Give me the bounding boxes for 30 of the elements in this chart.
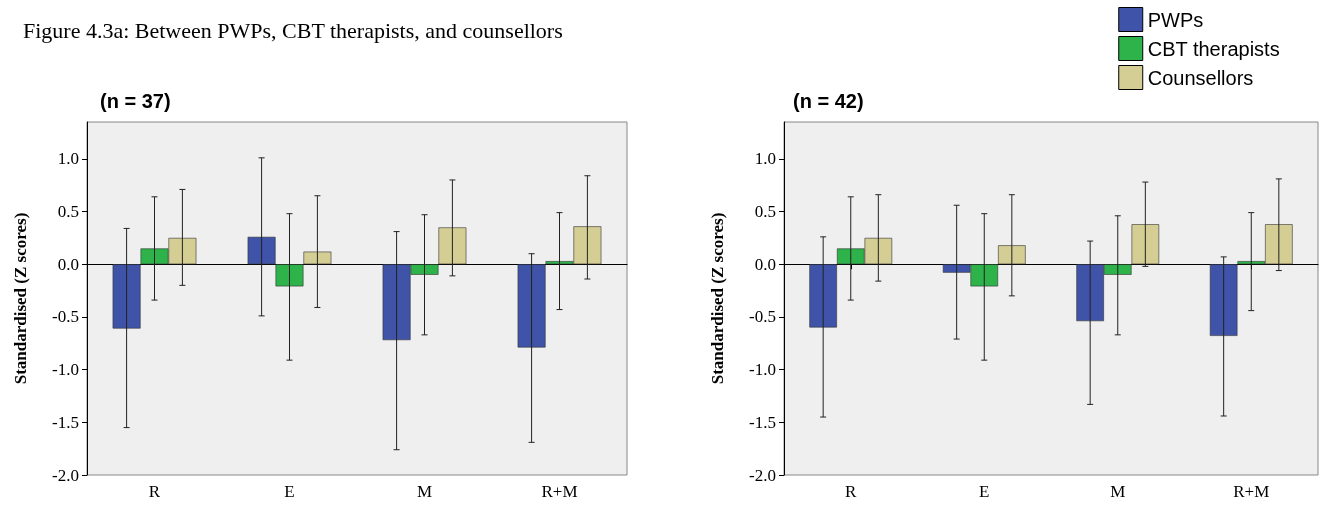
y-tick-label: -2.0	[52, 465, 79, 485]
y-tick-label: -1.5	[749, 412, 776, 432]
chart-title: Figure 4.3a: Between PWPs, CBT therapists, and counsellors	[23, 17, 563, 43]
x-tick-label: M	[416, 482, 433, 501]
y-tick-label: 0.0	[754, 254, 776, 274]
x-tick-label: R+M	[541, 482, 578, 501]
y-tick-label: -0.5	[52, 307, 79, 327]
legend-label: CBT therapists	[1147, 37, 1280, 60]
y-axis-title: Standardised (Z scores)	[708, 212, 727, 385]
chart-subtitle: (n = 37)	[100, 90, 171, 112]
y-axis-title: Standardised (Z scores)	[11, 212, 30, 385]
x-tick-label: R	[845, 482, 858, 501]
y-tick-label: 0.5	[57, 202, 79, 222]
y-tick-label: -1.5	[52, 412, 79, 432]
y-tick-label: 1.0	[754, 149, 776, 169]
y-tick-label: -1.0	[749, 360, 776, 380]
y-tick-label: 0.0	[57, 254, 79, 274]
chart-subtitle: (n = 42)	[793, 90, 864, 112]
legend-label: Counsellors	[1147, 66, 1254, 89]
x-tick-label: R	[148, 482, 161, 501]
y-tick-label: -0.5	[749, 307, 776, 327]
x-tick-label: E	[979, 482, 990, 501]
y-tick-label: 0.5	[754, 202, 776, 222]
x-tick-label: M	[1110, 482, 1126, 501]
y-tick-label: 1.0	[57, 149, 79, 169]
legend-label: PWPs	[1147, 8, 1204, 31]
x-tick-label: E	[284, 482, 295, 501]
x-tick-label: R+M	[1233, 482, 1270, 501]
y-tick-label: -1.0	[52, 360, 79, 380]
y-tick-label: -2.0	[749, 465, 776, 485]
